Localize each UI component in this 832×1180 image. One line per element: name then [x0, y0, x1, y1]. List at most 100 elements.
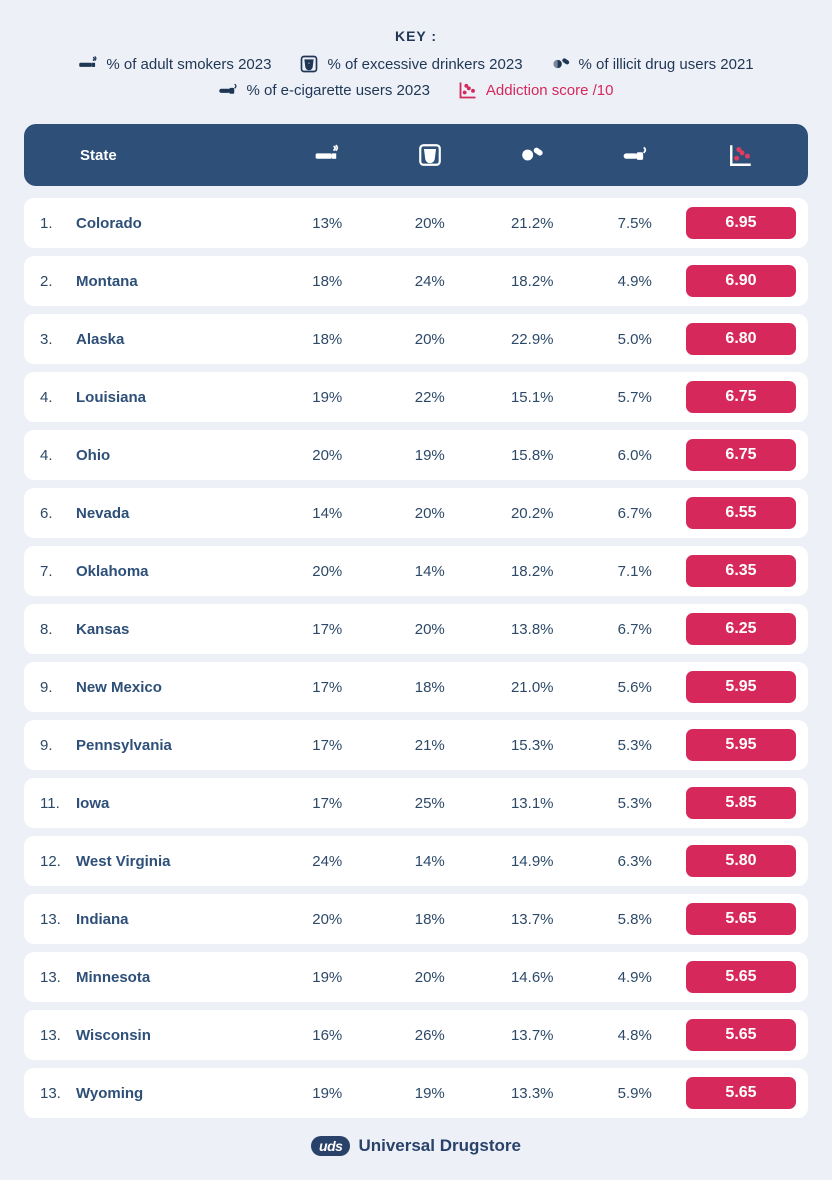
- table-row: 1.Colorado13%20%21.2%7.5%6.95: [24, 198, 808, 248]
- row-ecig: 5.6%: [584, 679, 687, 696]
- row-smokers: 17%: [276, 679, 379, 696]
- key-label: % of adult smokers 2023: [106, 56, 271, 73]
- row-smokers: 19%: [276, 389, 379, 406]
- table-row: 4.Ohio20%19%15.8%6.0%6.75: [24, 430, 808, 480]
- row-score: 5.85: [686, 787, 796, 819]
- row-ecig: 6.7%: [584, 621, 687, 638]
- row-drugs: 15.3%: [481, 737, 584, 754]
- row-score: 5.80: [686, 845, 796, 877]
- table-row: 11.Iowa17%25%13.1%5.3%5.85: [24, 778, 808, 828]
- row-ecig: 6.3%: [584, 853, 687, 870]
- row-score: 6.55: [686, 497, 796, 529]
- table-row: 3.Alaska18%20%22.9%5.0%6.80: [24, 314, 808, 364]
- table-row: 7.Oklahoma20%14%18.2%7.1%6.35: [24, 546, 808, 596]
- row-rank: 7.: [36, 563, 76, 580]
- pill-icon: [519, 142, 545, 168]
- row-state: Oklahoma: [76, 563, 276, 580]
- data-table: State 1.Colorado13%20%21.2%7.5%6.952.Mon…: [24, 124, 808, 1118]
- row-ecig: 4.8%: [584, 1027, 687, 1044]
- row-drugs: 18.2%: [481, 563, 584, 580]
- key-item-score: Addiction score /10: [458, 80, 614, 100]
- table-row: 12.West Virginia24%14%14.9%6.3%5.80: [24, 836, 808, 886]
- key-item-drugs: % of illicit drug users 2021: [551, 54, 754, 74]
- brand-name: Universal Drugstore: [358, 1136, 521, 1156]
- key-label: % of illicit drug users 2021: [579, 56, 754, 73]
- row-smokers: 17%: [276, 795, 379, 812]
- row-drugs: 21.0%: [481, 679, 584, 696]
- row-state: Wyoming: [76, 1085, 276, 1102]
- row-state: Montana: [76, 273, 276, 290]
- row-state: Ohio: [76, 447, 276, 464]
- row-score: 6.90: [686, 265, 796, 297]
- key-label: Addiction score /10: [486, 82, 614, 99]
- header-smokers: [276, 142, 379, 168]
- row-state: Pennsylvania: [76, 737, 276, 754]
- key-item-drinkers: % of excessive drinkers 2023: [299, 54, 522, 74]
- table-body: 1.Colorado13%20%21.2%7.5%6.95 2.Montana 18…: [24, 198, 808, 1118]
- row-smokers: 20%: [276, 911, 379, 928]
- row-drinkers: 24%: [379, 273, 482, 290]
- row-state: Colorado: [76, 215, 276, 232]
- row-rank: 13.: [36, 969, 76, 986]
- score-icon: [458, 80, 478, 100]
- row-drugs: 21.2%: [481, 215, 584, 232]
- row-state: Wisconsin: [76, 1027, 276, 1044]
- row-state: Indiana: [76, 911, 276, 928]
- row-score: 5.65: [686, 961, 796, 993]
- row-rank: 1.: [36, 215, 76, 232]
- row-ecig: 5.8%: [584, 911, 687, 928]
- row-rank: 2.: [36, 273, 76, 290]
- row-drugs: 15.8%: [481, 447, 584, 464]
- row-drinkers: 21%: [379, 737, 482, 754]
- row-drugs: 18.2%: [481, 273, 584, 290]
- ecig-icon: [218, 80, 238, 100]
- row-rank: 4.: [36, 389, 76, 406]
- row-rank: 11.: [36, 795, 76, 812]
- row-score: 6.75: [686, 381, 796, 413]
- brand-logo: uds: [311, 1136, 350, 1156]
- row-ecig: 4.9%: [584, 969, 687, 986]
- key-label: % of excessive drinkers 2023: [327, 56, 522, 73]
- header-ecig: [584, 142, 687, 168]
- row-rank: 9.: [36, 679, 76, 696]
- row-drinkers: 18%: [379, 679, 482, 696]
- key-legend: KEY : % of adult smokers 2023 % of exces…: [24, 28, 808, 100]
- table-row: 8.Kansas17%20%13.8%6.7%6.25: [24, 604, 808, 654]
- row-rank: 3.: [36, 331, 76, 348]
- row-smokers: 18%: [276, 331, 379, 348]
- row-drinkers: 20%: [379, 621, 482, 638]
- row-score: 6.95: [686, 207, 796, 239]
- row-ecig: 6.7%: [584, 505, 687, 522]
- row-drinkers: 19%: [379, 447, 482, 464]
- row-drinkers: 20%: [379, 969, 482, 986]
- score-icon: [728, 142, 754, 168]
- row-drugs: 14.6%: [481, 969, 584, 986]
- table-row: 13.Wyoming19%19%13.3%5.9%5.65: [24, 1068, 808, 1118]
- header-drinkers: [379, 142, 482, 168]
- row-drinkers: 22%: [379, 389, 482, 406]
- row-drinkers: 20%: [379, 505, 482, 522]
- row-state: Nevada: [76, 505, 276, 522]
- key-item-ecig: % of e-cigarette users 2023: [218, 80, 429, 100]
- row-drugs: 15.1%: [481, 389, 584, 406]
- row-drugs: 13.7%: [481, 911, 584, 928]
- row-rank: 12.: [36, 853, 76, 870]
- row-ecig: 5.3%: [584, 737, 687, 754]
- row-score: 5.65: [686, 903, 796, 935]
- row-drugs: 13.7%: [481, 1027, 584, 1044]
- key-item-smokers: % of adult smokers 2023: [78, 54, 271, 74]
- row-smokers: 19%: [276, 1085, 379, 1102]
- row-smokers: 16%: [276, 1027, 379, 1044]
- row-drinkers: 20%: [379, 215, 482, 232]
- table-row: 9.Pennsylvania17%21%15.3%5.3%5.95: [24, 720, 808, 770]
- row-ecig: 5.7%: [584, 389, 687, 406]
- table-row: 13.Minnesota19%20%14.6%4.9%5.65: [24, 952, 808, 1002]
- key-label: % of e-cigarette users 2023: [246, 82, 429, 99]
- row-smokers: 24%: [276, 853, 379, 870]
- row-score: 5.95: [686, 729, 796, 761]
- row-smokers: 19%: [276, 969, 379, 986]
- row-smokers: 17%: [276, 737, 379, 754]
- cigarette-icon: [314, 142, 340, 168]
- row-score: 5.65: [686, 1019, 796, 1051]
- glass-icon: [417, 142, 443, 168]
